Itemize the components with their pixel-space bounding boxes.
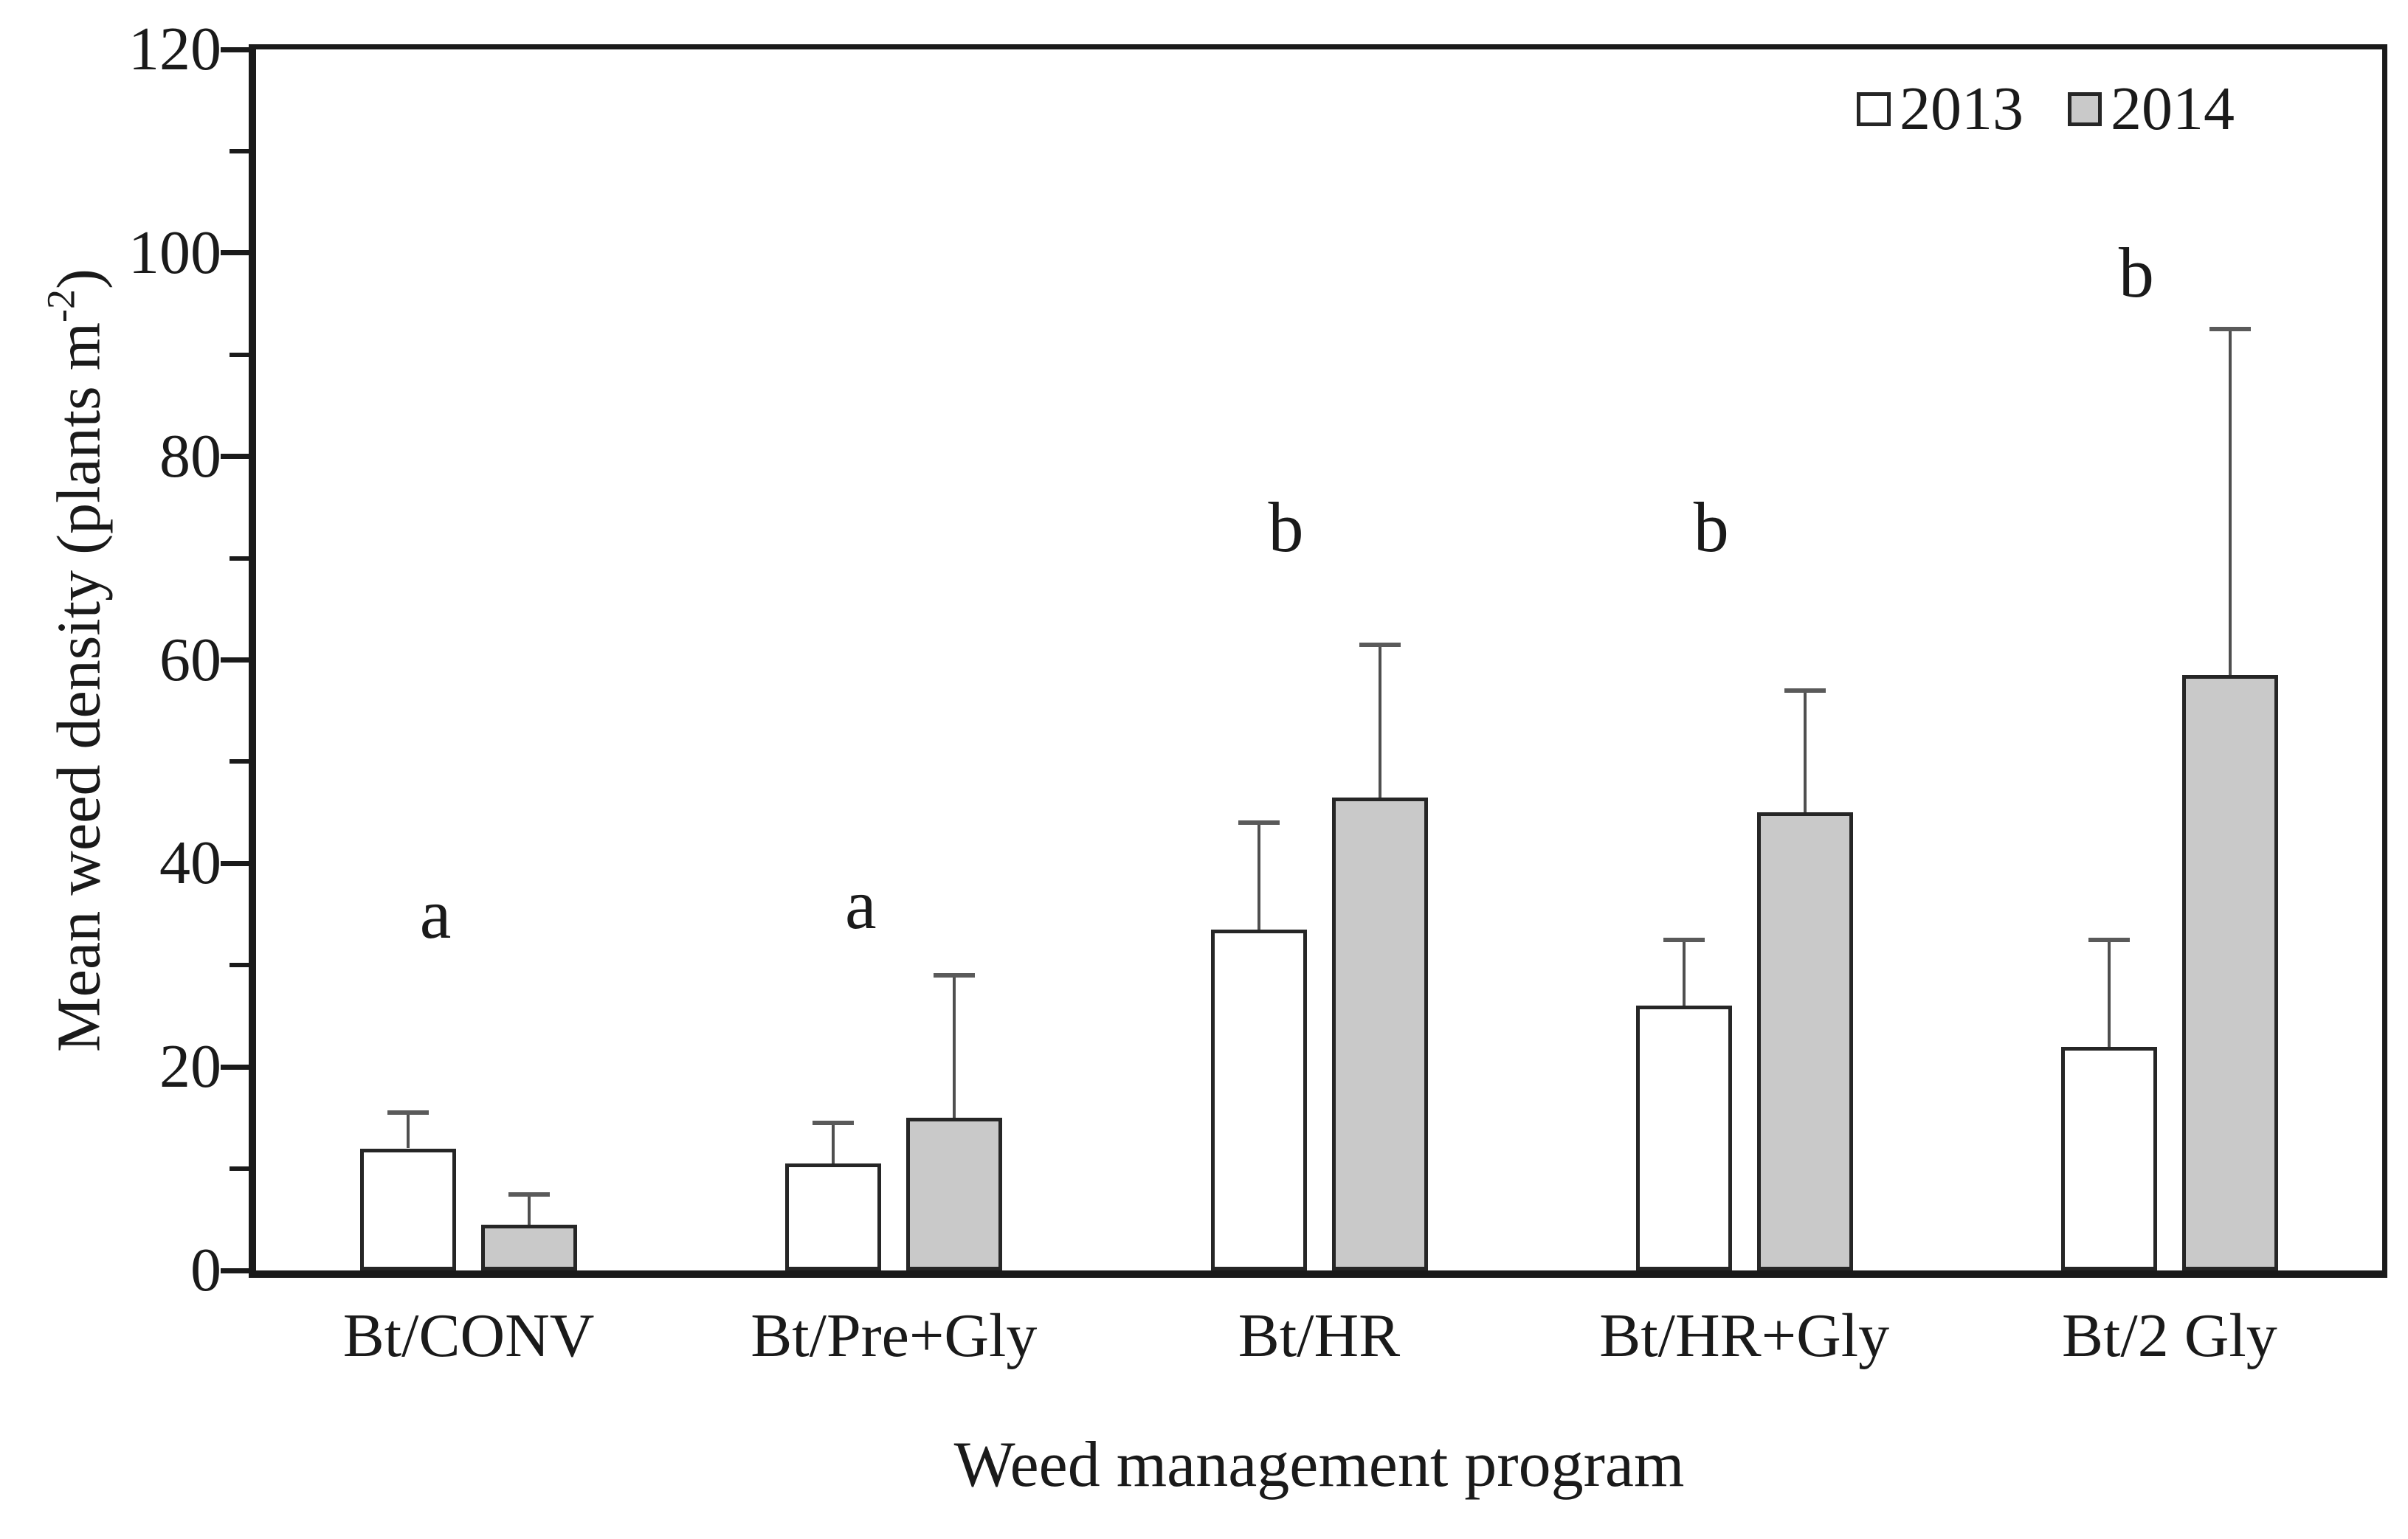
error-bar-cap: [387, 1110, 429, 1116]
significance-letter: a: [844, 864, 877, 944]
error-bar-line: [832, 1123, 835, 1164]
y-axis-title-superscript: -2: [38, 288, 83, 322]
y-tick-label: 100: [128, 218, 221, 287]
error-bar-line: [2107, 939, 2111, 1047]
x-tick-label-bt-pre-gly: Bt/Pre+Gly: [751, 1301, 1038, 1370]
legend: 2013 2014: [1857, 76, 2235, 142]
error-bar-cap: [1663, 937, 1705, 942]
y-minor-tick: [230, 148, 249, 153]
x-tick-label-bt-hr: Bt/HR: [1238, 1301, 1401, 1370]
y-tick-label: 40: [159, 829, 221, 898]
bar-2014-bt-conv: [481, 1224, 578, 1270]
y-tick-label: 60: [159, 625, 221, 694]
y-axis-title: Mean weed density (plants m-2): [27, 268, 114, 1051]
error-bar-line: [1378, 644, 1381, 798]
error-bar-line: [953, 975, 956, 1118]
error-bar-line: [1257, 823, 1260, 930]
significance-letter: b: [1268, 488, 1304, 567]
bar-2014-bt-pre-gly: [906, 1118, 1003, 1270]
error-bar-cap: [1238, 820, 1280, 826]
y-major-tick: [221, 860, 249, 866]
legend-swatch-2014-icon: [2068, 92, 2102, 126]
error-bar-cap: [508, 1192, 551, 1197]
significance-letter: b: [1693, 488, 1729, 567]
y-major-tick: [221, 1267, 249, 1273]
error-bar-cap: [813, 1121, 855, 1126]
error-bar-line: [1803, 690, 1807, 813]
y-tick-label: 120: [128, 15, 221, 83]
error-bar-cap: [1359, 642, 1401, 647]
error-bar-line: [2228, 329, 2232, 676]
error-bar-line: [528, 1194, 531, 1225]
x-tick-label-bt-2-gly: Bt/2 Gly: [2062, 1301, 2277, 1370]
y-minor-tick: [230, 1166, 249, 1172]
error-bar-cap: [2088, 937, 2130, 942]
y-minor-tick: [230, 963, 249, 968]
x-axis-title: Weed management program: [953, 1429, 1685, 1501]
y-tick-label: 0: [190, 1236, 221, 1304]
plot-frame: [249, 44, 2387, 1278]
significance-letter: b: [2118, 233, 2154, 313]
y-minor-tick: [230, 352, 249, 357]
bar-2013-bt-hr-gly: [1635, 1006, 1732, 1270]
y-tick-label: 80: [159, 421, 221, 491]
bar-2014-bt-2-gly: [2181, 675, 2278, 1270]
y-major-tick: [221, 250, 249, 256]
y-major-tick: [221, 1064, 249, 1070]
error-bar-line: [1682, 939, 1686, 1006]
bar-2013-bt-hr: [1210, 929, 1307, 1270]
bar-2013-bt-conv: [360, 1148, 457, 1270]
y-major-tick: [221, 46, 249, 52]
y-major-tick: [221, 657, 249, 663]
legend-item-2013: 2013: [1857, 76, 2024, 142]
bar-2014-bt-hr: [1331, 797, 1428, 1270]
legend-label-2013: 2013: [1900, 75, 2024, 143]
legend-label-2014: 2014: [2111, 75, 2235, 143]
y-tick-label: 20: [159, 1032, 221, 1101]
y-minor-tick: [230, 556, 249, 561]
legend-item-2014: 2014: [2068, 76, 2235, 142]
x-tick-label-bt-conv: Bt/CONV: [342, 1301, 595, 1370]
error-bar-cap: [934, 973, 976, 978]
y-minor-tick: [230, 759, 249, 764]
bar-2013-bt-pre-gly: [785, 1163, 882, 1270]
y-axis-title-close: ): [44, 268, 114, 289]
bar-2013-bt-2-gly: [2060, 1046, 2157, 1270]
error-bar-cap: [2209, 327, 2251, 332]
significance-letter: a: [419, 874, 452, 954]
y-axis-title-main: Mean weed density (plants m: [44, 322, 114, 1052]
error-bar-cap: [1784, 688, 1826, 693]
bar-2014-bt-hr-gly: [1756, 812, 1853, 1270]
error-bar-line: [407, 1113, 410, 1149]
y-major-tick: [221, 454, 249, 460]
legend-swatch-2013-icon: [1857, 92, 1891, 126]
x-tick-label-bt-hr-gly: Bt/HR+Gly: [1599, 1301, 1890, 1370]
